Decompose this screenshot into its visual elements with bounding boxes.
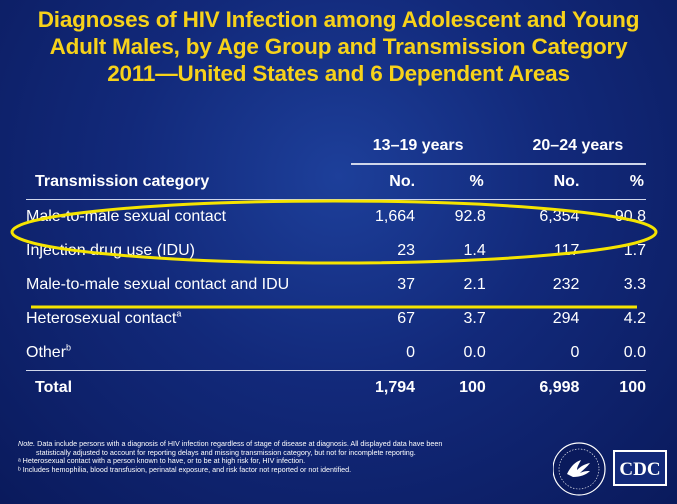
row-category: Otherb [26,336,351,371]
cdc-box-inner [615,452,665,484]
row-pct-1: 2.1 [463,276,486,293]
row-pct-1: 3.7 [463,310,486,327]
row-pct-2: 3.3 [623,276,646,293]
row-pct-2: 0.0 [623,344,646,361]
row-no-2: 232 [552,276,580,293]
row-category: Male-to-male sexual contact and IDU [26,276,290,293]
category-header: Transmission category [26,164,351,200]
table-row: Male-to-male sexual contact and IDU 37 2… [26,268,646,302]
total-no-2: 6,998 [485,370,580,405]
row-pct-1: 92.8 [454,208,486,225]
row-category-label: Other [26,344,67,361]
row-pct-1: 1.4 [463,242,486,259]
row-no-1: 0 [406,344,416,361]
title-line-3: 2011—United States and 6 Dependent Areas [107,61,570,86]
row-no-1: 67 [397,310,416,327]
hhs-eagle-icon [553,442,606,496]
footnote-b: ᵇ Includes hemophilia, blood transfusion… [18,464,352,474]
total-no-1: 1,794 [350,370,416,405]
cdc-logo: CDC [553,442,667,496]
age-group-header-row: 13–19 years 20–24 years [26,129,646,165]
note-text: Data include persons with a diagnosis of… [35,439,443,448]
footnote-a: ᵃ Heterosexual contact with a person kno… [18,456,306,466]
slide-title: Diagnoses of HIV Infection among Adolesc… [0,6,677,87]
table-row: Otherb 0 0.0 0 0.0 [26,336,646,371]
data-table: 13–19 years 20–24 years Transmission cat… [26,129,646,405]
title-line-2: Adult Males, by Age Group and Transmissi… [49,34,628,59]
total-pct-2: 100 [579,370,646,405]
group-header-20-24: 20–24 years [485,129,646,165]
cdc-logo-text: CDC [619,459,660,480]
note-label: Note. [18,439,36,448]
col-no-1: No. [350,164,416,200]
total-pct-1: 100 [415,370,486,405]
table-row: Heterosexual contacta 67 3.7 294 4.2 [26,302,646,336]
note-line-2: statistically adjusted to account for re… [36,447,416,457]
row-pct-2: 4.2 [623,310,646,327]
row-no-1: 1,664 [375,208,416,225]
title-line-1: Diagnoses of HIV Infection among Adolesc… [37,7,640,32]
footnote-marker-a: a [176,308,182,319]
total-label: Total [26,370,351,405]
row-no-2: 0 [570,344,580,361]
row-category: Heterosexual contacta [26,302,351,336]
footnote-marker-b: b [66,342,72,353]
row-no-2: 294 [552,310,580,327]
row-category: Injection drug use (IDU) [26,242,195,259]
row-no-1: 23 [397,242,416,259]
row-pct-1: 0.0 [463,344,486,361]
total-row: Total 1,794 100 6,998 100 [26,370,646,405]
group-header-13-19: 13–19 years [350,129,486,165]
table-row: Injection drug use (IDU) 23 1.4 117 1.7 [26,234,646,268]
note-line-1: Note. Data include persons with a diagno… [18,439,538,449]
row-category-label: Heterosexual contact [26,310,177,327]
footnotes: Note. Data include persons with a diagno… [18,439,538,474]
row-no-1: 37 [397,276,416,293]
row-pct-2: 1.7 [623,242,646,259]
column-header-row: Transmission category No. % No. % [26,164,646,200]
highlight-ellipse [10,199,658,265]
col-pct-2: % [579,164,646,200]
col-pct-1: % [415,164,486,200]
col-no-2: No. [485,164,580,200]
